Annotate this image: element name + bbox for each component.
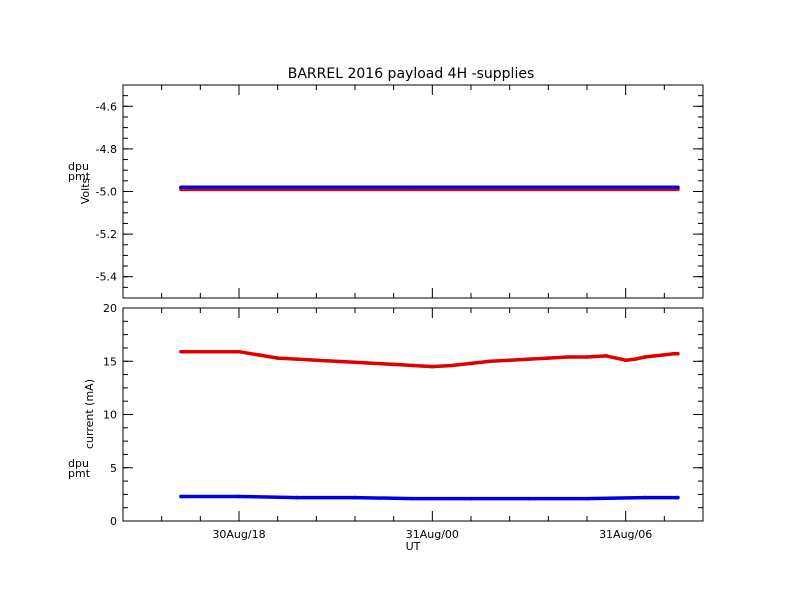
data-point-pmt	[179, 494, 183, 499]
y-tick-label: -5.2	[96, 228, 117, 241]
data-point-dpu	[275, 356, 280, 360]
data-point-dpu	[449, 363, 454, 368]
current-plot-frame	[122, 307, 704, 522]
x-tick-label: 30Aug/18	[212, 528, 265, 541]
data-point-dpu	[585, 355, 589, 359]
data-point-pmt	[469, 496, 473, 501]
voltage-series	[179, 185, 680, 192]
data-point-dpu	[430, 364, 435, 369]
x-tick-label: 31Aug/00	[406, 528, 459, 541]
voltage-plot-frame	[122, 84, 704, 299]
data-point-dpu	[662, 353, 667, 357]
y-tick-label: 10	[103, 409, 117, 422]
voltage-y-axis-label: Volts	[79, 177, 92, 204]
data-point-dpu	[507, 358, 512, 362]
y-tick-label: 0	[110, 515, 117, 528]
y-tick-label: -4.8	[96, 143, 117, 156]
data-point-dpu	[469, 361, 473, 366]
data-point-dpu	[314, 358, 319, 362]
data-point-dpu	[546, 356, 551, 360]
voltage-panel: Volts dpu pmt -4.6 -4.8 -5.0 -5.2 -5.4	[68, 84, 704, 299]
data-point-dpu	[198, 349, 203, 354]
data-point-dpu	[256, 353, 261, 357]
data-point-dpu	[604, 354, 609, 358]
data-point-dpu	[643, 355, 647, 359]
data-point-pmt	[527, 496, 531, 501]
data-point-dpu	[333, 359, 338, 364]
current-y-axis-label: current (mA)	[83, 379, 96, 449]
x-axis-label: UT	[406, 540, 421, 553]
y-tick-label: -5.0	[96, 186, 117, 199]
data-point-pmt	[488, 185, 493, 190]
data-point-dpu	[633, 357, 638, 361]
data-point-dpu	[652, 354, 657, 358]
current-legend-pmt: pmt	[68, 467, 91, 480]
data-point-pmt	[585, 496, 589, 501]
data-point-dpu	[372, 361, 377, 366]
x-tick-label: 31Aug/06	[599, 528, 652, 541]
y-tick-label: -5.4	[96, 271, 117, 284]
data-point-dpu	[353, 360, 357, 365]
current-legend-dpu: dpu	[68, 457, 89, 470]
data-point-pmt	[411, 185, 415, 190]
data-point-pmt	[411, 496, 415, 501]
y-tick-label: 15	[103, 355, 117, 368]
series-line-dpu	[179, 349, 680, 369]
data-point-pmt	[643, 185, 647, 190]
data-point-dpu	[623, 358, 628, 362]
data-point-pmt	[237, 494, 241, 499]
current-panel: current (mA) dpu pmt 0 5 10 15 20 30Aug/18 31A…	[68, 302, 704, 553]
data-point-pmt	[643, 495, 647, 500]
y-tick-label: 5	[110, 462, 117, 475]
voltage-legend-pmt: pmt	[68, 170, 91, 183]
voltage-ticks: -4.6 -4.8 -5.0 -5.2 -5.4	[96, 84, 703, 299]
data-point-dpu	[672, 351, 676, 356]
voltage-legend-dpu: dpu	[68, 160, 89, 173]
data-point-dpu	[295, 357, 299, 361]
data-point-pmt	[565, 185, 570, 190]
data-point-dpu	[488, 359, 493, 364]
data-point-pmt	[676, 495, 680, 500]
data-point-dpu	[527, 357, 531, 361]
chart-title: BARREL 2016 payload 4H -supplies	[288, 66, 535, 82]
data-point-pmt	[179, 185, 183, 190]
y-tick-label: 20	[103, 302, 117, 315]
data-point-pmt	[295, 495, 299, 500]
data-point-dpu	[237, 349, 241, 354]
data-point-dpu	[217, 349, 222, 354]
data-point-dpu	[391, 362, 396, 367]
data-point-dpu	[179, 349, 183, 354]
data-point-dpu	[676, 351, 680, 356]
y-tick-label: -4.6	[96, 100, 117, 113]
data-point-dpu	[565, 355, 570, 359]
data-point-pmt	[353, 495, 357, 500]
series-line-pmt	[179, 494, 680, 501]
data-point-pmt	[333, 185, 338, 190]
data-point-pmt	[676, 185, 680, 190]
data-point-dpu	[411, 363, 415, 368]
current-series	[179, 349, 680, 501]
data-point-pmt	[256, 185, 261, 190]
